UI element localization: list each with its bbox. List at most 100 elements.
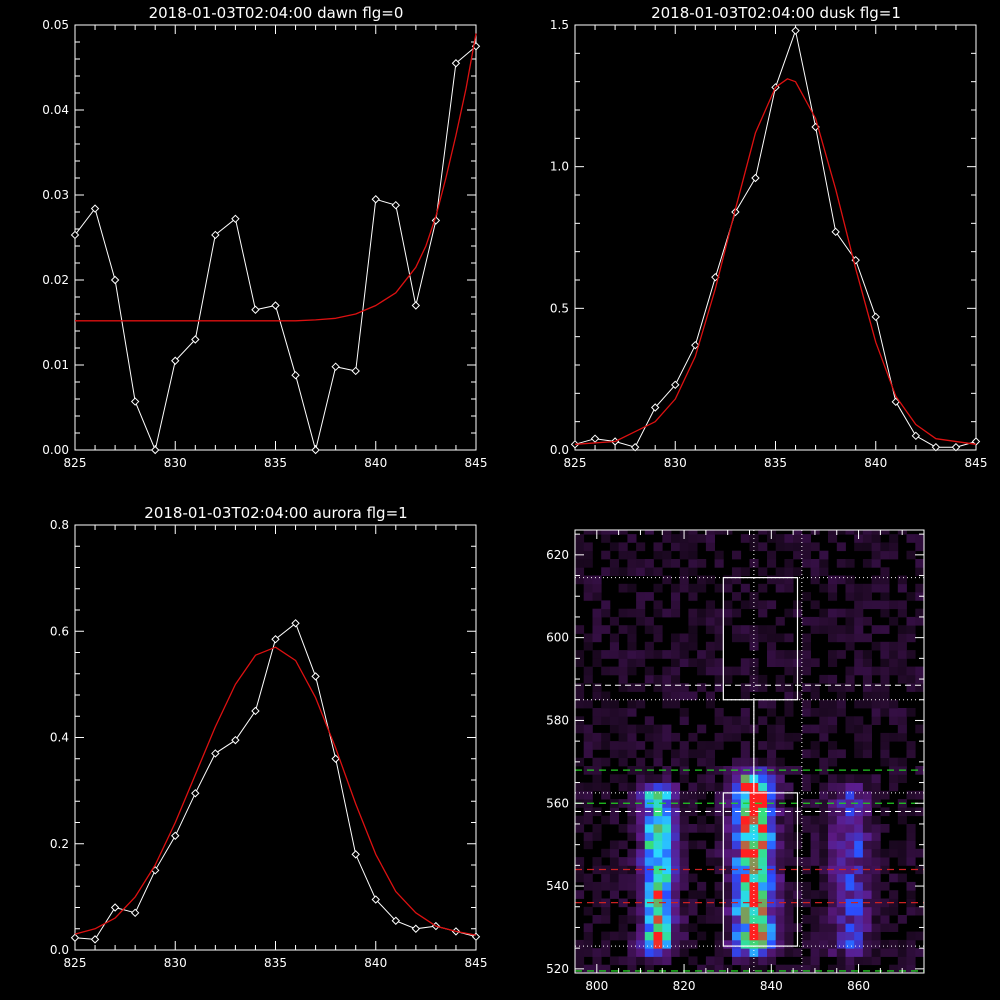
heatmap-cell (767, 790, 777, 800)
heatmap-cell (784, 691, 794, 701)
heatmap-cell (679, 633, 689, 643)
heatmap-cell (828, 807, 838, 817)
heatmap-cell (671, 906, 681, 916)
heatmap-cell (705, 774, 715, 783)
heatmap-cell (828, 832, 838, 841)
heatmap-cell (714, 939, 724, 949)
heatmap-cell (662, 832, 672, 841)
heatmap-cell (775, 774, 785, 783)
heatmap-cell (732, 948, 742, 957)
heatmap-cell (784, 633, 794, 643)
heatmap-cell (740, 931, 750, 941)
aurora-data-point (351, 850, 360, 859)
heatmap-cell (871, 683, 881, 692)
heatmap-cell (862, 592, 872, 601)
dawn-data-point (191, 335, 200, 344)
heatmap-cell (915, 931, 924, 941)
heatmap-cell (880, 542, 890, 552)
heatmap-cell (897, 650, 907, 659)
heatmap-cell (627, 699, 637, 709)
heatmap-cell (662, 881, 672, 891)
heatmap-cell (627, 583, 637, 593)
heatmap-cell (618, 923, 628, 932)
heatmap-cell (889, 716, 899, 725)
heatmap-cell (836, 782, 846, 792)
heatmap-cell (583, 559, 593, 568)
heatmap-cell (627, 815, 637, 825)
heatmap-cell (889, 699, 899, 709)
heatmap-cell (636, 567, 646, 576)
heatmap-cell (775, 583, 785, 593)
heatmap-cell (671, 939, 681, 949)
heatmap-cell (714, 550, 724, 560)
heatmap-cell (906, 674, 916, 684)
heatmap-cell (627, 782, 637, 792)
heatmap-cell (767, 939, 777, 949)
heatmap-cell (723, 923, 733, 932)
heatmap-cell (880, 666, 890, 676)
heatmap-cell (897, 674, 907, 684)
heatmap-cell (662, 666, 672, 676)
heatmap-cell (767, 633, 777, 643)
heatmap-cell (880, 567, 890, 576)
heatmap-cell (767, 625, 777, 634)
heatmap-cell (854, 650, 864, 659)
heatmap-cell (583, 542, 593, 552)
heatmap-cell (871, 625, 881, 634)
heatmap-cell (828, 633, 838, 643)
heatmap-cell (775, 716, 785, 725)
heatmap-cell (871, 824, 881, 833)
heatmap-cell (889, 964, 899, 973)
heatmap-cell (880, 674, 890, 684)
heatmap-cell (627, 939, 637, 949)
heatmap-cell (705, 691, 715, 701)
heatmap-cell (627, 956, 637, 966)
y-tick-label: 0.00 (42, 443, 69, 457)
heatmap-cell (644, 964, 654, 973)
heatmap-cell (627, 906, 637, 916)
heatmap-cell (705, 650, 715, 659)
heatmap-cell (854, 608, 864, 618)
heatmap-cell (845, 790, 855, 800)
heatmap-cell (801, 815, 811, 825)
heatmap-cell (740, 848, 750, 858)
heatmap-cell (705, 534, 715, 543)
heatmap-cell (828, 708, 838, 717)
heatmap-cell (836, 691, 846, 701)
heatmap-cell (801, 956, 811, 966)
heatmap-cell (636, 824, 646, 833)
heatmap-cell (810, 708, 820, 717)
heatmap-cell (758, 840, 768, 850)
heatmap-cell (723, 890, 733, 899)
heatmap-cell (906, 708, 916, 717)
heatmap-cell (653, 567, 663, 576)
heatmap-cell (653, 832, 663, 841)
heatmap-cell (723, 906, 733, 916)
heatmap-cell (592, 658, 602, 667)
heatmap-cell (627, 790, 637, 800)
heatmap-cell (644, 625, 654, 634)
heatmap-cell (644, 559, 654, 568)
heatmap-cell (592, 774, 602, 783)
heatmap-cell (836, 633, 846, 643)
heatmap-cell (644, 716, 654, 725)
heatmap-cell (836, 948, 846, 957)
heatmap-cell (601, 691, 611, 701)
heatmap-cell (749, 683, 759, 692)
heatmap-cell (697, 815, 707, 825)
dusk-data-point (831, 227, 840, 237)
heatmap-cell (828, 534, 838, 543)
heatmap-cell (880, 741, 890, 750)
heatmap-cell (732, 873, 742, 883)
heatmap-cell (662, 550, 672, 560)
heatmap-cell (644, 732, 654, 742)
heatmap-cell (854, 832, 864, 841)
dusk-data-point (971, 437, 981, 446)
heatmap-cell (714, 915, 724, 924)
heatmap-cell (592, 757, 602, 767)
heatmap-cell (880, 848, 890, 858)
heatmap-cell (601, 906, 611, 916)
heatmap-cell (897, 939, 907, 949)
heatmap-cell (775, 931, 785, 941)
heatmap-cell (679, 832, 689, 841)
